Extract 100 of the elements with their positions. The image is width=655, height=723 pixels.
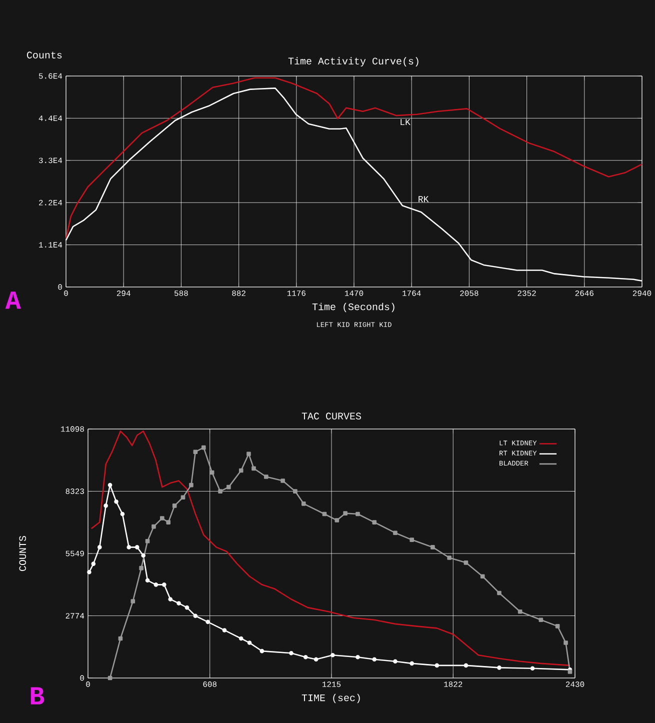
x-tick-label: 588: [174, 290, 188, 296]
y-tick-label: 5549: [66, 550, 84, 556]
point: [356, 512, 360, 516]
x-tick-label: 2940: [632, 290, 652, 296]
y-tick-label: 4.4E4: [38, 116, 62, 121]
point: [238, 468, 244, 473]
point: [118, 636, 123, 641]
point: [222, 628, 227, 632]
point: [280, 478, 285, 483]
point: [497, 590, 502, 596]
point: [334, 518, 340, 522]
y-tick-label: 3.3E4: [38, 158, 62, 164]
point: [134, 545, 140, 550]
x-tick-label: 1822: [444, 682, 462, 687]
point: [180, 495, 186, 500]
point: [166, 520, 171, 524]
point: [108, 676, 112, 680]
point: [264, 474, 268, 479]
x-axis-title: Time (Seconds): [312, 302, 394, 312]
point: [464, 560, 468, 565]
text: A: [5, 292, 21, 309]
point: [126, 545, 132, 550]
point: [430, 545, 435, 550]
x-axis-title: TIME (sec): [302, 694, 360, 704]
point: [293, 489, 298, 494]
point: [322, 512, 327, 516]
point: [238, 636, 244, 641]
point: [152, 524, 156, 529]
point: [189, 482, 194, 488]
point: [206, 620, 210, 624]
y-axis-title: COUNTS: [19, 536, 26, 571]
point: [247, 640, 252, 645]
x-tick-label: 1215: [322, 682, 341, 687]
point: [393, 659, 398, 664]
point: [154, 582, 158, 587]
point: [410, 538, 414, 542]
x-tick-label: 2352: [518, 290, 536, 296]
point: [356, 654, 360, 660]
point: [497, 666, 502, 670]
point: [160, 516, 164, 520]
x-tick-label: 1470: [344, 290, 364, 296]
point: [410, 661, 414, 666]
x-tick-label: 1176: [287, 290, 306, 296]
point: [162, 582, 166, 587]
point: [145, 578, 150, 583]
x-tick-label: 882: [232, 290, 246, 296]
point: [120, 512, 125, 516]
point: [434, 663, 440, 668]
point: [343, 511, 348, 516]
point: [226, 484, 231, 490]
y-axis-title: Counts: [27, 52, 62, 58]
point: [260, 648, 264, 654]
x-tick-label: 2430: [566, 682, 584, 687]
point: [87, 570, 92, 574]
point: [145, 538, 150, 544]
point: [130, 599, 136, 604]
point: [91, 562, 96, 566]
point: [289, 650, 294, 656]
y-tick-label: 5.6E4: [38, 73, 62, 79]
point: [218, 489, 222, 494]
line-series: [65, 77, 643, 240]
point: [172, 504, 177, 508]
series-label: RK: [418, 196, 429, 202]
point: [330, 652, 335, 658]
point: [141, 553, 146, 558]
y-tick-label: 8323: [66, 488, 84, 494]
point: [210, 470, 214, 475]
x-tick-label: 2646: [575, 290, 594, 296]
point: [314, 657, 318, 662]
chart-title: Time Activity Curve(s): [288, 57, 418, 66]
y-tick-label: 0: [58, 284, 62, 290]
point: [108, 482, 112, 488]
x-tick-label: 294: [116, 290, 130, 296]
text: B: [30, 687, 44, 704]
y-tick-label: 2774: [66, 613, 84, 618]
point: [168, 597, 173, 602]
x-tick-label: 608: [203, 682, 217, 687]
x-tick-label: 2058: [460, 290, 478, 296]
chart-title: TAC CURVES: [302, 412, 361, 420]
point: [393, 530, 398, 535]
point: [447, 556, 452, 560]
x-tick-label: 1764: [402, 290, 421, 296]
point: [564, 640, 568, 645]
series-label: LK: [400, 119, 410, 126]
point: [464, 663, 468, 668]
point: [372, 657, 377, 662]
point: [301, 502, 306, 506]
point: [114, 500, 118, 504]
point: [104, 504, 108, 508]
x-tick-label: 0: [86, 682, 90, 687]
point: [480, 574, 485, 579]
point: [193, 614, 198, 618]
point: [252, 466, 256, 471]
point: [538, 618, 544, 622]
point: [193, 450, 198, 454]
point: [139, 566, 144, 570]
point: [372, 520, 377, 524]
point: [555, 624, 560, 628]
point: [303, 654, 308, 660]
point: [184, 605, 190, 610]
